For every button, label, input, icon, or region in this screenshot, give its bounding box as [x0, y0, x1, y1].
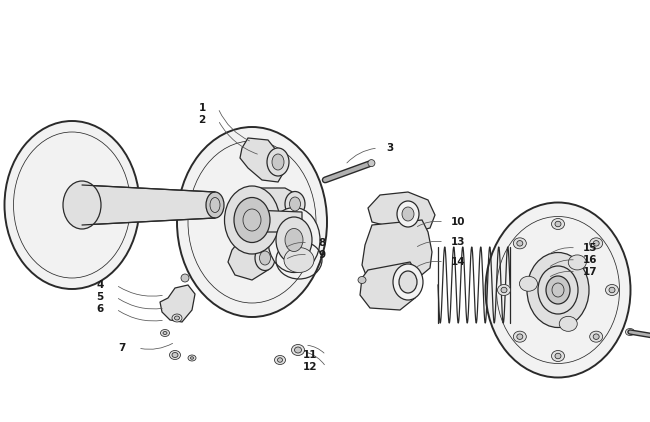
Ellipse shape — [527, 252, 589, 327]
Ellipse shape — [393, 264, 423, 300]
Ellipse shape — [538, 266, 578, 314]
Ellipse shape — [291, 344, 304, 355]
Ellipse shape — [5, 121, 140, 289]
Ellipse shape — [358, 276, 366, 284]
Ellipse shape — [177, 127, 327, 317]
Ellipse shape — [517, 334, 523, 339]
Ellipse shape — [486, 203, 630, 378]
Polygon shape — [360, 262, 420, 310]
Ellipse shape — [285, 192, 305, 216]
Ellipse shape — [174, 316, 179, 320]
Polygon shape — [228, 240, 272, 280]
Ellipse shape — [402, 207, 414, 221]
Ellipse shape — [593, 241, 599, 246]
Text: 17: 17 — [582, 267, 597, 277]
Ellipse shape — [399, 271, 417, 293]
Ellipse shape — [552, 283, 564, 297]
Ellipse shape — [170, 351, 181, 360]
Ellipse shape — [559, 316, 577, 331]
Ellipse shape — [268, 208, 320, 273]
Ellipse shape — [551, 351, 564, 362]
Text: 7: 7 — [118, 343, 125, 353]
Ellipse shape — [546, 276, 570, 304]
Text: 16: 16 — [583, 255, 597, 265]
Ellipse shape — [161, 330, 170, 336]
Ellipse shape — [285, 228, 303, 252]
Polygon shape — [252, 210, 302, 232]
Ellipse shape — [289, 197, 300, 211]
Ellipse shape — [272, 154, 284, 170]
Polygon shape — [160, 285, 195, 322]
Text: 9: 9 — [318, 250, 326, 260]
Text: 6: 6 — [96, 304, 103, 314]
Ellipse shape — [501, 287, 507, 293]
Ellipse shape — [609, 287, 615, 293]
Ellipse shape — [514, 238, 526, 249]
Ellipse shape — [206, 192, 224, 218]
Text: 10: 10 — [450, 217, 465, 227]
Ellipse shape — [284, 247, 314, 273]
Ellipse shape — [274, 355, 285, 365]
Polygon shape — [368, 192, 435, 232]
Ellipse shape — [181, 274, 189, 282]
Polygon shape — [82, 185, 215, 225]
Text: 3: 3 — [386, 143, 394, 153]
Text: 4: 4 — [96, 280, 104, 290]
Ellipse shape — [497, 284, 510, 295]
Polygon shape — [240, 138, 285, 182]
Polygon shape — [362, 220, 432, 280]
Ellipse shape — [519, 276, 538, 291]
Polygon shape — [242, 188, 302, 225]
Text: 8: 8 — [318, 238, 326, 248]
Ellipse shape — [210, 197, 220, 213]
Ellipse shape — [517, 241, 523, 246]
Ellipse shape — [278, 358, 283, 362]
Ellipse shape — [163, 332, 167, 335]
Ellipse shape — [590, 238, 603, 249]
Ellipse shape — [555, 353, 561, 359]
Ellipse shape — [294, 347, 302, 353]
Ellipse shape — [234, 197, 270, 243]
Ellipse shape — [259, 251, 270, 265]
Ellipse shape — [63, 181, 101, 229]
Ellipse shape — [590, 331, 603, 342]
Ellipse shape — [224, 186, 280, 254]
Text: 1: 1 — [198, 103, 205, 113]
Ellipse shape — [243, 209, 261, 231]
Ellipse shape — [255, 246, 275, 271]
Text: 2: 2 — [198, 115, 205, 125]
Text: 14: 14 — [450, 257, 465, 267]
Ellipse shape — [172, 314, 182, 322]
Text: 12: 12 — [303, 362, 317, 372]
Ellipse shape — [267, 148, 289, 176]
Ellipse shape — [555, 221, 561, 227]
Ellipse shape — [368, 160, 375, 167]
Ellipse shape — [625, 328, 634, 335]
Ellipse shape — [606, 284, 619, 295]
Ellipse shape — [514, 331, 526, 342]
Ellipse shape — [551, 219, 564, 230]
Ellipse shape — [276, 217, 312, 263]
Ellipse shape — [593, 334, 599, 339]
Ellipse shape — [397, 201, 419, 227]
Text: 13: 13 — [450, 237, 465, 247]
Text: 11: 11 — [303, 350, 317, 360]
Ellipse shape — [568, 255, 586, 270]
Ellipse shape — [190, 357, 194, 359]
Ellipse shape — [188, 355, 196, 361]
Ellipse shape — [172, 352, 178, 357]
Text: 5: 5 — [96, 292, 103, 302]
Text: 15: 15 — [583, 243, 597, 253]
